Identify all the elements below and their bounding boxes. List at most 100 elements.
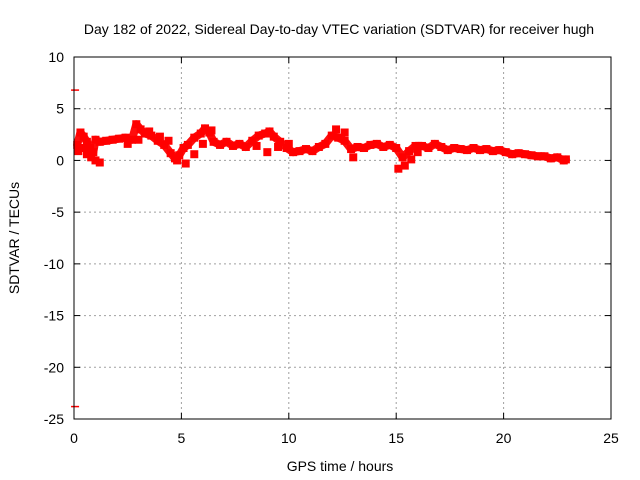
data-point [91,135,100,144]
data-point [546,154,555,163]
data-point [385,140,394,149]
chart-title: Day 182 of 2022, Sidereal Day-to-day VTE… [84,21,594,37]
y-tick-label: -25 [44,411,64,427]
data-point [121,133,130,142]
data-point [327,131,336,140]
data-point [73,140,82,149]
data-point [190,150,199,159]
grid-layer [74,57,611,419]
data-point [136,125,145,134]
data-point [379,142,388,151]
data-point [115,134,124,143]
data-point [198,139,207,148]
y-tick-label: -15 [44,308,64,324]
y-axis-title: SDTVAR / TECUs [6,182,22,294]
data-point [209,137,218,146]
data-point [78,144,87,153]
data-point [201,124,210,133]
data-point [254,131,263,140]
data-point [87,153,96,162]
data-point [261,129,270,138]
data-point [263,148,272,157]
data-point [540,152,549,161]
x-tick-label: 0 [70,430,78,446]
data-point [147,131,156,140]
data-point [155,132,164,141]
data-point [411,141,420,150]
x-tick-label: 25 [603,430,619,446]
data-point [181,159,190,168]
data-point [241,142,250,151]
y-tick-label: -5 [52,204,65,220]
data-point [164,136,173,145]
y-tick-label: -20 [44,359,64,375]
data-point [132,120,141,129]
data-point [284,139,293,148]
data-point [366,140,375,149]
data-point [334,133,343,142]
data-point [400,161,409,170]
data-point [501,148,510,157]
data-point [173,156,182,165]
data-point [308,147,317,156]
data-point [235,139,244,148]
data-point [349,153,358,162]
data-point [91,156,100,165]
x-tick-label: 15 [388,430,404,446]
data-point [413,148,422,157]
data-point [561,155,570,164]
data-point [175,151,184,160]
data-point [533,152,542,161]
data-point [95,137,104,146]
data-layer [71,89,570,408]
data-point [437,142,446,151]
data-point [228,141,237,150]
data-point [123,139,132,148]
data-point [527,151,536,160]
data-point [347,145,356,154]
data-point [190,133,199,142]
data-point [301,145,310,154]
x-tick-label: 10 [281,430,297,446]
data-point [265,127,274,136]
data-point [521,150,530,159]
x-tick-label: 5 [178,430,186,446]
data-point [430,139,439,148]
data-point [340,128,349,137]
data-point [405,147,414,156]
data-point [392,144,401,153]
data-point [248,136,257,145]
data-point [179,144,188,153]
data-point [102,136,111,145]
data-point [269,132,278,141]
data-point [196,129,205,138]
data-point [450,144,459,153]
data-point [314,142,323,151]
data-point [514,149,523,158]
data-point [74,147,83,156]
data-point [495,146,504,155]
data-point [424,144,433,153]
data-point [417,141,426,150]
data-point [443,146,452,155]
data-point [82,137,91,146]
data-point [276,137,285,146]
data-point [89,148,98,157]
plot-frame [73,56,612,420]
data-point [140,129,149,138]
data-point [166,149,175,158]
data-point [475,146,484,155]
y-tick-label: 0 [56,152,64,168]
data-point [488,147,497,156]
data-point [79,132,88,141]
data-point [372,139,381,148]
data-point [222,137,231,146]
tick-layer: 0 5 10 15 20 25 10 5 0 -5 -10 -15 -20 -25 [44,49,619,446]
data-point [340,136,349,145]
data-point [76,128,85,137]
data-point [207,126,216,135]
data-point [469,144,478,153]
data-point [282,144,291,153]
data-point [321,139,330,148]
